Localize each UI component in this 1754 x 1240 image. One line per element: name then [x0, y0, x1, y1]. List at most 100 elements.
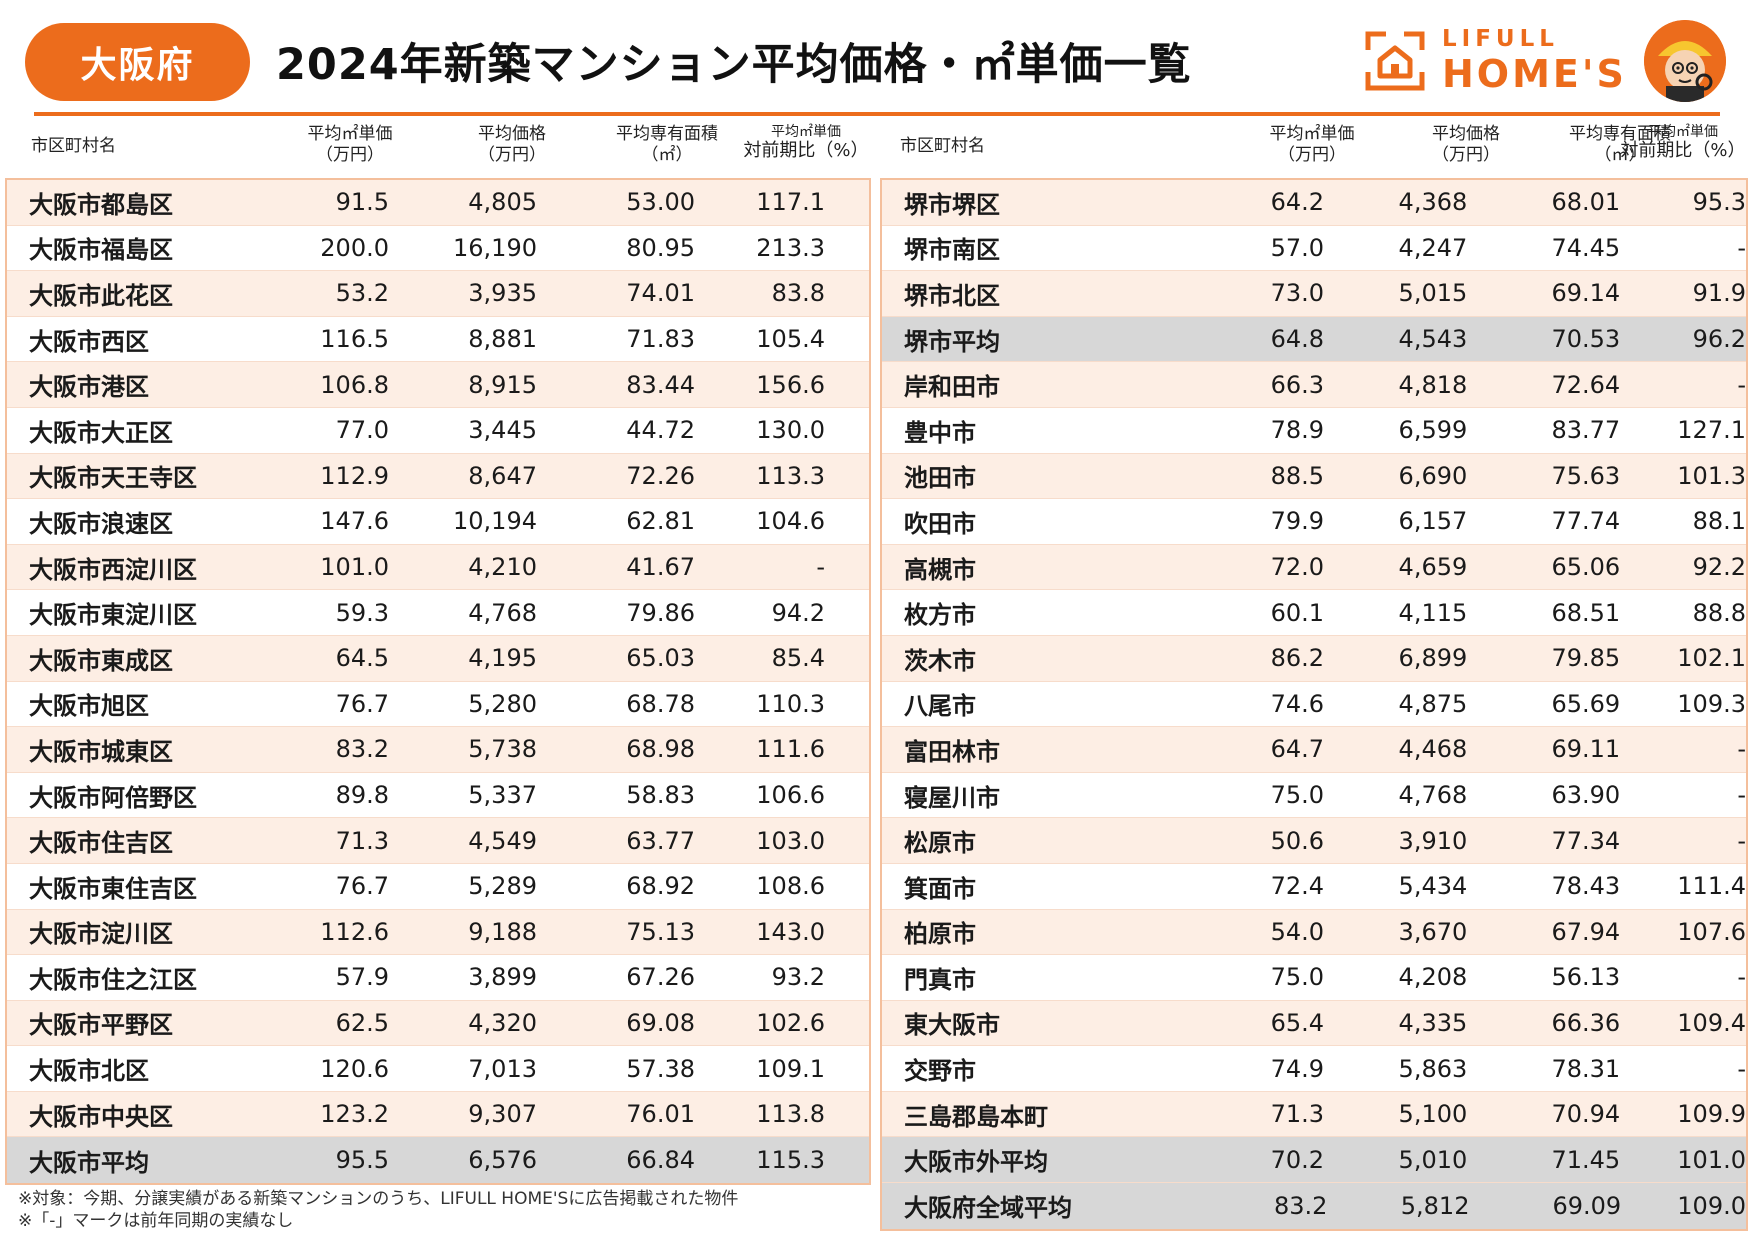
cell-unit-price: 83.2 [335, 735, 389, 764]
table-row: 大阪市住之江区 57.9 3,899 67.26 93.2 [7, 955, 869, 1001]
col-area: 平均専有面積 （㎡） [616, 124, 718, 165]
cell-avg-price: 4,335 [1398, 1008, 1468, 1037]
cell-avg-price: 3,935 [468, 279, 537, 308]
cell-name: 八尾市 [904, 692, 976, 721]
cell-area: 66.36 [1551, 1008, 1621, 1037]
cell-name: 大阪市平均 [29, 1148, 149, 1177]
cell-yoy: 117.1 [756, 188, 825, 217]
cell-unit-price: 71.3 [335, 826, 389, 855]
cell-avg-price: 4,659 [1398, 553, 1468, 582]
cell-area: 78.31 [1551, 1054, 1621, 1083]
table-osaka-city: 市区町村名 平均㎡単価 （万円） 平均価格 （万円） 平均専有面積 （㎡） 平均… [5, 120, 871, 1186]
cell-area: 68.78 [626, 689, 695, 718]
cell-area: 75.13 [626, 917, 695, 946]
cell-yoy: 109.1 [756, 1054, 825, 1083]
cell-name: 交野市 [904, 1057, 976, 1086]
mascot-character-icon [1644, 20, 1726, 102]
table-row: 高槻市 72.0 4,659 65.06 92.2 [882, 544, 1746, 591]
cell-area: 75.63 [1551, 461, 1621, 490]
cell-area: 65.06 [1551, 553, 1621, 582]
cell-name: 門真市 [904, 965, 976, 994]
cell-name: 岸和田市 [904, 373, 1000, 402]
col-area: 平均専有面積 （㎡） [1569, 124, 1671, 165]
cell-yoy: 83.8 [771, 279, 825, 308]
cell-name: 箕面市 [904, 874, 976, 903]
table-row: 大阪市浪速区 147.6 10,194 62.81 104.6 [7, 499, 869, 545]
cell-area: 71.45 [1551, 1145, 1621, 1174]
cell-unit-price: 76.7 [335, 872, 389, 901]
table-row: 吹田市 79.9 6,157 77.74 88.1 [882, 499, 1746, 545]
cell-unit-price: 86.2 [1270, 644, 1325, 673]
cell-avg-price: 5,280 [468, 689, 537, 718]
table-row: 大阪市東成区 64.5 4,195 65.03 85.4 [7, 635, 869, 682]
cell-unit-price: 53.2 [335, 279, 389, 308]
table-row: 三島郡島本町 71.3 5,100 70.94 109.9 [882, 1091, 1746, 1138]
cell-unit-price: 91.5 [335, 188, 389, 217]
cell-name: 高槻市 [904, 555, 976, 584]
cell-area: 72.64 [1551, 370, 1621, 399]
table-row: 大阪市西淀川区 101.0 4,210 41.67 - [7, 544, 869, 591]
cell-unit-price: 123.2 [320, 1100, 389, 1129]
cell-area: 69.09 [1552, 1191, 1622, 1220]
col-unit-price: 平均㎡単価 （万円） [307, 124, 393, 165]
table-row: 富田林市 64.7 4,468 69.11 - [882, 727, 1746, 773]
cell-area: 74.45 [1551, 233, 1621, 262]
cell-avg-price: 4,768 [468, 598, 537, 627]
cell-area: 71.83 [626, 325, 695, 354]
cell-name: 大阪市旭区 [29, 692, 149, 721]
cell-unit-price: 77.0 [335, 416, 389, 445]
col-name: 市区町村名 [900, 136, 985, 156]
cell-avg-price: 5,434 [1398, 872, 1468, 901]
table-row: 大阪市港区 106.8 8,915 83.44 156.6 [7, 362, 869, 408]
cell-yoy: 109.9 [1677, 1100, 1746, 1129]
cell-area: 83.44 [626, 370, 695, 399]
cell-yoy: 105.4 [756, 325, 825, 354]
cell-name: 大阪市平野区 [29, 1011, 173, 1040]
cell-avg-price: 6,899 [1398, 644, 1468, 673]
cell-yoy: - [1737, 370, 1746, 399]
cell-unit-price: 71.3 [1270, 1100, 1325, 1129]
cell-area: 41.67 [626, 553, 695, 582]
cell-avg-price: 5,100 [1398, 1100, 1468, 1129]
cell-yoy: 106.6 [756, 781, 825, 810]
cell-unit-price: 75.0 [1270, 963, 1325, 992]
cell-unit-price: 116.5 [320, 325, 389, 354]
table-row: 茨木市 86.2 6,899 79.85 102.1 [882, 635, 1746, 682]
cell-yoy: 102.1 [1677, 644, 1746, 673]
col-unit-price: 平均㎡単価 （万円） [1269, 124, 1355, 165]
cell-area: 77.74 [1551, 507, 1621, 536]
cell-name: 大阪市天王寺区 [29, 464, 197, 493]
cell-area: 66.84 [626, 1146, 695, 1175]
cell-yoy: 94.2 [771, 598, 825, 627]
cell-yoy: 93.2 [771, 963, 825, 992]
cell-avg-price: 3,910 [1398, 826, 1468, 855]
col-name: 市区町村名 [31, 136, 116, 156]
cell-unit-price: 76.7 [335, 689, 389, 718]
cell-area: 68.51 [1551, 598, 1621, 627]
cell-unit-price: 62.5 [335, 1008, 389, 1037]
table-row: 大阪市中央区 123.2 9,307 76.01 113.8 [7, 1091, 869, 1138]
cell-avg-price: 6,690 [1398, 461, 1468, 490]
cell-yoy: 213.3 [756, 233, 825, 262]
cell-area: 63.90 [1551, 781, 1621, 810]
cell-unit-price: 74.6 [1270, 689, 1325, 718]
footnote: ※「-」マークは前年同期の実績なし [18, 1211, 294, 1231]
cell-avg-price: 9,188 [468, 917, 537, 946]
cell-yoy: 110.3 [756, 689, 825, 718]
table-row: 大阪市淀川区 112.6 9,188 75.13 143.0 [7, 909, 869, 956]
cell-unit-price: 112.9 [320, 461, 389, 490]
cell-yoy: 111.6 [756, 735, 825, 764]
table-body: 堺市堺区 64.2 4,368 68.01 95.3 堺市南区 57.0 4,247 74.45… [880, 178, 1748, 1231]
cell-yoy: 96.2 [1692, 325, 1746, 354]
cell-yoy: 109.4 [1677, 1008, 1746, 1037]
page-header: 大阪府 2024年新築マンション平均価格・㎡単価一覧 LIFULL HOME'S [0, 0, 1754, 112]
cell-name: 大阪市此花区 [29, 281, 173, 310]
cell-yoy: 88.8 [1692, 598, 1746, 627]
cell-yoy: - [1737, 781, 1746, 810]
cell-yoy: 111.4 [1677, 872, 1746, 901]
cell-name: 吹田市 [904, 509, 976, 538]
cell-yoy: 104.6 [756, 507, 825, 536]
cell-avg-price: 4,115 [1398, 598, 1468, 627]
table-row: 大阪市城東区 83.2 5,738 68.98 111.6 [7, 727, 869, 773]
cell-name: 大阪市浪速区 [29, 509, 173, 538]
